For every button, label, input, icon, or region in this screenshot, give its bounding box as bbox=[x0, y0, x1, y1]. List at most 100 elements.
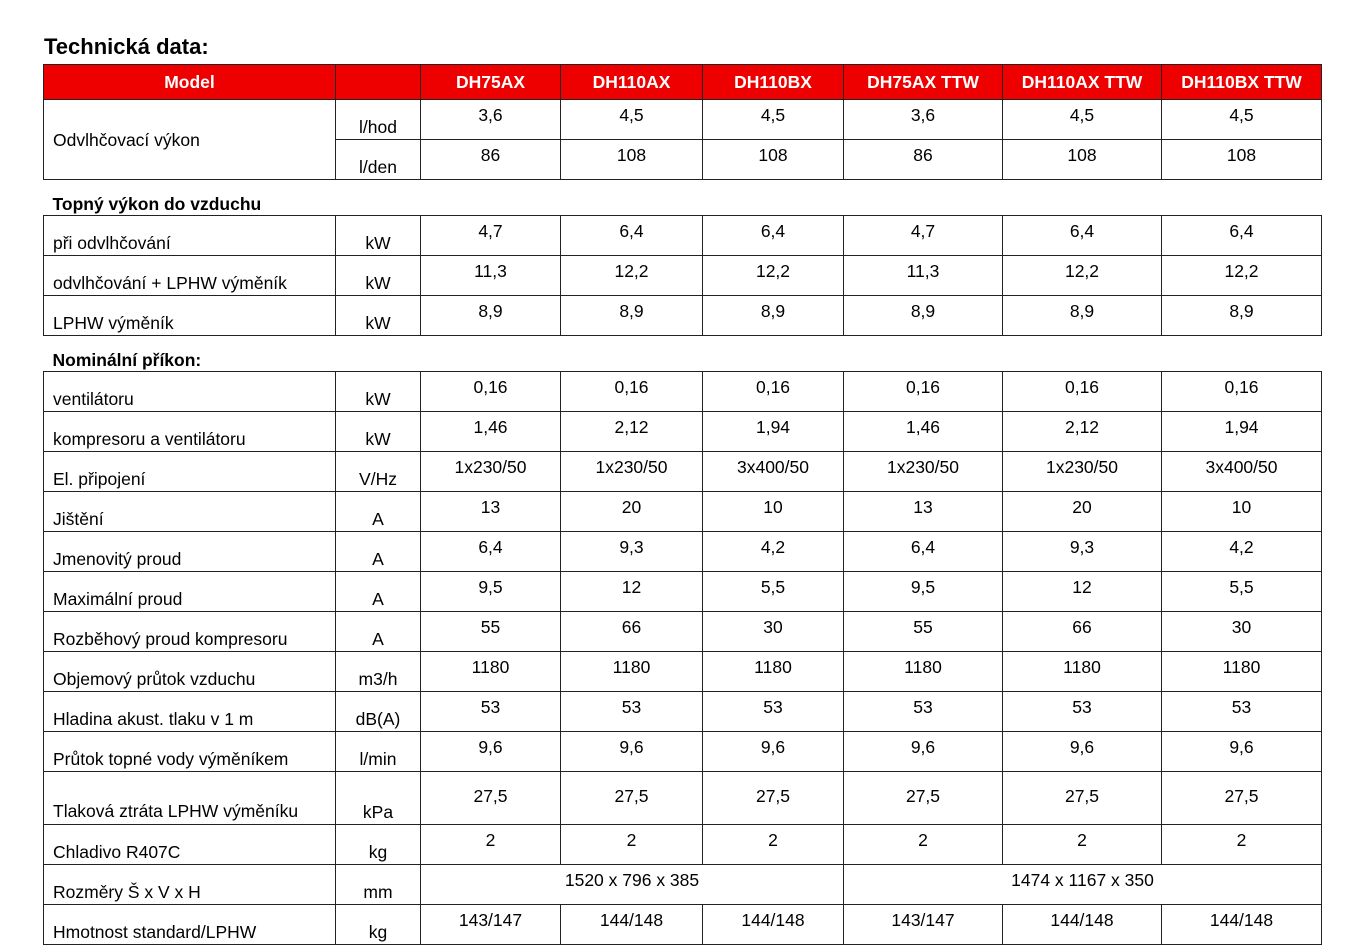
table-cell: 108 bbox=[702, 139, 844, 180]
row-unit: kg bbox=[335, 824, 421, 865]
page-title: Technická data: bbox=[44, 34, 209, 59]
table-cell: 108 bbox=[560, 139, 703, 180]
table-cell: 3x400/50 bbox=[1161, 451, 1322, 492]
table-row: Rozběhový proud kompresoru A 55 66 30 55 66 30 bbox=[43, 611, 1322, 652]
model-name-header: DH110AX bbox=[560, 64, 703, 100]
table-row: odvlhčování + LPHW výměník kW 11,3 12,2 12,2… bbox=[43, 255, 1322, 296]
table-cell: 1180 bbox=[560, 651, 703, 692]
table-cell: 4,5 bbox=[1161, 99, 1322, 140]
row-label: Maximální proud bbox=[43, 571, 336, 612]
table-cell: 20 bbox=[1002, 491, 1162, 532]
table-cell: 2,12 bbox=[1002, 411, 1162, 452]
table-cell: 8,9 bbox=[1161, 295, 1322, 336]
table-row: Průtok topné vody výměníkem l/min 9,6 9,6 9,… bbox=[43, 731, 1322, 772]
table-cell: 6,4 bbox=[1161, 215, 1322, 256]
table-cell: 53 bbox=[420, 691, 561, 732]
table-row: Jmenovitý proud A 6,4 9,3 4,2 6,4 9,3 4,2 bbox=[43, 531, 1322, 572]
table-cell: 144/148 bbox=[1161, 904, 1322, 945]
table-cell: 9,3 bbox=[1002, 531, 1162, 572]
section-title: Nominální příkon: bbox=[43, 335, 1322, 372]
row-label: při odvlhčování bbox=[43, 215, 336, 256]
table-cell: 3,6 bbox=[420, 99, 561, 140]
table-cell: 6,4 bbox=[1002, 215, 1162, 256]
table-cell: 27,5 bbox=[1161, 771, 1322, 825]
row-label: Hladina akust. tlaku v 1 m bbox=[43, 691, 336, 732]
row-unit: kW bbox=[335, 411, 421, 452]
table-cell: 6,4 bbox=[420, 531, 561, 572]
table-cell: 8,9 bbox=[1002, 295, 1162, 336]
table-row: ventilátoru kW 0,16 0,16 0,16 0,16 0,16 0,16 bbox=[43, 371, 1322, 412]
table-cell: 2,12 bbox=[560, 411, 703, 452]
table-cell: 12,2 bbox=[1161, 255, 1322, 296]
table-cell: 1180 bbox=[420, 651, 561, 692]
table-cell: 9,6 bbox=[420, 731, 561, 772]
table-cell: 3x400/50 bbox=[702, 451, 844, 492]
table-cell: 1x230/50 bbox=[560, 451, 703, 492]
table-cell: 0,16 bbox=[420, 371, 561, 412]
table-cell: 6,4 bbox=[843, 531, 1003, 572]
table-cell: 108 bbox=[1161, 139, 1322, 180]
table-cell: 1520 x 796 x 385 bbox=[420, 864, 844, 905]
model-name-header: DH75AX bbox=[420, 64, 561, 100]
table-cell: 8,9 bbox=[560, 295, 703, 336]
table-cell: 1180 bbox=[1002, 651, 1162, 692]
table-row: při odvlhčování kW 4,7 6,4 6,4 4,7 6,4 6,4 bbox=[43, 215, 1322, 256]
table-cell: 5,5 bbox=[1161, 571, 1322, 612]
row-label: Rozměry Š x V x H bbox=[43, 864, 336, 905]
table-cell: 12,2 bbox=[702, 255, 844, 296]
table-row: Objemový průtok vzduchu m3/h 1180 1180 1180 1… bbox=[43, 651, 1322, 692]
table-cell: 53 bbox=[1002, 691, 1162, 732]
table-cell: 86 bbox=[420, 139, 561, 180]
table-cell: 9,6 bbox=[702, 731, 844, 772]
table-cell: 4,5 bbox=[560, 99, 703, 140]
table-cell: 1180 bbox=[843, 651, 1003, 692]
row-unit: kg bbox=[335, 904, 421, 945]
row-unit: A bbox=[335, 491, 421, 532]
row-label: Odvlhčovací výkon bbox=[43, 99, 336, 180]
table-row: El. připojení V/Hz 1x230/50 1x230/50 3x400/5… bbox=[43, 451, 1322, 492]
row-unit: dB(A) bbox=[335, 691, 421, 732]
row-label: Rozběhový proud kompresoru bbox=[43, 611, 336, 652]
table-cell: 11,3 bbox=[843, 255, 1003, 296]
table-cell: 12,2 bbox=[560, 255, 703, 296]
table-row: Chladivo R407C kg 2 2 2 2 2 2 bbox=[43, 824, 1322, 865]
table-cell: 3,6 bbox=[843, 99, 1003, 140]
table-cell: 4,7 bbox=[420, 215, 561, 256]
table-cell: 1x230/50 bbox=[420, 451, 561, 492]
table-cell: 144/148 bbox=[702, 904, 844, 945]
row-unit: A bbox=[335, 611, 421, 652]
table-row: LPHW výměník kW 8,9 8,9 8,9 8,9 8,9 8,9 bbox=[43, 295, 1322, 336]
table-cell: 9,5 bbox=[843, 571, 1003, 612]
table-cell: 30 bbox=[1161, 611, 1322, 652]
table-cell: 0,16 bbox=[1002, 371, 1162, 412]
table-cell: 4,2 bbox=[702, 531, 844, 572]
table-cell: 0,16 bbox=[702, 371, 844, 412]
table-cell: 10 bbox=[702, 491, 844, 532]
table-row: kompresoru a ventilátoru kW 1,46 2,12 1,94 1,… bbox=[43, 411, 1322, 452]
row-unit: kPa bbox=[335, 771, 421, 825]
table-cell: 1474 x 1167 x 350 bbox=[843, 864, 1322, 905]
technical-data-table: Model DH75AX DH110AX DH110BX DH75AX TTW DH110… bbox=[43, 64, 1322, 945]
table-cell: 1x230/50 bbox=[843, 451, 1003, 492]
table-cell: 12 bbox=[560, 571, 703, 612]
model-name-header: DH110AX TTW bbox=[1002, 64, 1162, 100]
table-cell: 2 bbox=[420, 824, 561, 865]
table-cell: 8,9 bbox=[702, 295, 844, 336]
table-cell: 2 bbox=[843, 824, 1003, 865]
row-unit: A bbox=[335, 571, 421, 612]
table-cell: 13 bbox=[420, 491, 561, 532]
row-unit: l/min bbox=[335, 731, 421, 772]
table-cell: 30 bbox=[702, 611, 844, 652]
table-cell: 108 bbox=[1002, 139, 1162, 180]
table-cell: 4,5 bbox=[1002, 99, 1162, 140]
row-unit: l/den bbox=[335, 139, 421, 180]
row-label: Průtok topné vody výměníkem bbox=[43, 731, 336, 772]
table-cell: 55 bbox=[420, 611, 561, 652]
row-label: Objemový průtok vzduchu bbox=[43, 651, 336, 692]
row-label: El. připojení bbox=[43, 451, 336, 492]
table-cell: 143/147 bbox=[420, 904, 561, 945]
table-cell: 0,16 bbox=[560, 371, 703, 412]
table-cell: 4,7 bbox=[843, 215, 1003, 256]
row-unit: kW bbox=[335, 255, 421, 296]
table-row: Hmotnost standard/LPHW kg 143/147 144/148 14… bbox=[43, 904, 1322, 945]
